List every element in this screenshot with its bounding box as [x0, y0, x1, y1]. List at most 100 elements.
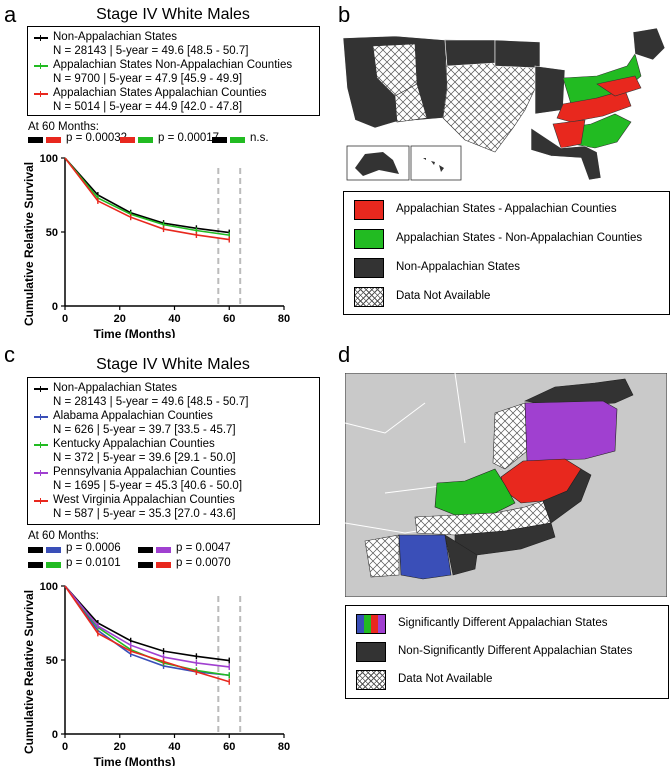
- legend-series-name: Pennsylvania Appalachian Counties: [53, 466, 236, 478]
- midwest-dark: [534, 65, 566, 115]
- appalachian-red-a: [556, 89, 632, 123]
- legend-swatch: [34, 414, 48, 420]
- legend-swatch: [34, 35, 48, 41]
- legend-series-stats: N = 626 | 5-year = 39.7 [33.5 - 45.7]: [53, 424, 236, 436]
- comparison-swatch: [28, 137, 43, 143]
- legend-series-stats: N = 28143 | 5-year = 49.6 [48.5 - 50.7]: [53, 396, 249, 408]
- x-tick-label: 0: [62, 313, 68, 325]
- y-tick-label: 50: [46, 227, 58, 239]
- comparison-swatch: [156, 547, 171, 553]
- hawaii-shape: [423, 158, 444, 172]
- series-line: [64, 157, 230, 234]
- legend-swatch: [34, 91, 48, 97]
- x-tick-label: 80: [278, 313, 290, 325]
- comparison-swatch: [46, 562, 61, 568]
- panel-c-comparisons: p = 0.0006 p = 0.0047 p = 0.0101 p = 0.0070: [28, 542, 328, 578]
- legend-series-stats: N = 9700 | 5-year = 47.9 [45.9 - 49.9]: [53, 73, 243, 85]
- comparison-pvalue: p = 0.00032: [66, 132, 128, 144]
- legend-series-stats: N = 587 | 5-year = 35.3 [27.0 - 43.6]: [53, 508, 236, 520]
- map-legend-swatch: [354, 229, 384, 249]
- legend-swatch: [34, 498, 48, 504]
- panel-a-comparisons: p = 0.00032 p = 0.00017 n.s.: [28, 132, 328, 150]
- y-tick-label: 50: [46, 655, 58, 667]
- map-b-legend: Appalachian States - Appalachian Countie…: [343, 191, 670, 315]
- y-tick-label: 0: [52, 729, 58, 741]
- map-legend-swatch: [354, 287, 384, 307]
- y-tick-label: 100: [40, 581, 58, 593]
- map-legend-label: Non-Significantly Different Appalachian …: [398, 645, 633, 657]
- legend-swatch: [34, 442, 48, 448]
- north-plains: [444, 39, 496, 67]
- map-legend-swatch: [354, 258, 384, 278]
- legend-series-stats: N = 372 | 5-year = 39.6 [29.1 - 50.0]: [53, 452, 236, 464]
- legend-swatch: [34, 470, 48, 476]
- kentucky-appalachian: [434, 468, 516, 516]
- series-line: [64, 585, 230, 677]
- x-tick-label: 80: [278, 741, 290, 753]
- panel-letter-d: d: [338, 342, 351, 367]
- comparison-swatch: [28, 562, 43, 568]
- x-axis-label: Time (Months): [94, 327, 176, 338]
- map-legend-swatch: [354, 200, 384, 220]
- x-tick-label: 40: [168, 741, 180, 753]
- legend-series-name: Appalachian States Non-Appalachian Count…: [53, 59, 293, 71]
- x-tick-label: 20: [114, 313, 126, 325]
- new-england: [632, 27, 666, 61]
- comparison-swatch: [46, 547, 61, 553]
- legend-series-name: Kentucky Appalachian Counties: [53, 438, 215, 450]
- alaska-shape: [355, 152, 399, 176]
- panel-a-title: Stage IV White Males: [96, 6, 250, 23]
- comparison-pvalue: p = 0.00017: [158, 132, 220, 144]
- x-tick-label: 40: [168, 313, 180, 325]
- map-d-legend: Significantly Different Appalachian Stat…: [345, 605, 669, 699]
- panel-a-chart: 0 20 40 60 80 0 50 100 Time (Months) Cumulative R…: [22, 153, 290, 338]
- comparison-swatch: [138, 562, 153, 568]
- y-tick-label: 100: [40, 153, 58, 165]
- series-line: [64, 585, 230, 668]
- panel-letter-b: b: [338, 2, 351, 27]
- mississippi-nodata: [364, 534, 400, 578]
- map-legend-label: Appalachian States - Appalachian Countie…: [396, 203, 617, 215]
- ohio-nodata: [492, 402, 528, 470]
- map-legend-label: Data Not Available: [398, 673, 493, 685]
- comparison-swatch: [138, 547, 153, 553]
- x-axis-label: Time (Months): [94, 755, 176, 766]
- map-legend-swatch: [356, 642, 386, 662]
- map-legend-label: Significantly Different Appalachian Stat…: [398, 617, 608, 629]
- upper-midwest: [494, 39, 541, 69]
- y-axis-label: Cumulative Relative Survival: [22, 162, 36, 326]
- comparison-pvalue: p = 0.0006: [66, 542, 121, 554]
- series-line: [64, 585, 230, 662]
- appalachian-red-c: [552, 119, 586, 149]
- us-map: [342, 27, 666, 181]
- alabama-appalachian: [398, 534, 452, 580]
- map-legend-label: Appalachian States - Non-Appalachian Cou…: [396, 232, 643, 244]
- series-line: [64, 157, 230, 241]
- series-line: [64, 585, 230, 683]
- legend-swatch: [34, 63, 48, 69]
- georgia-region: [444, 534, 478, 576]
- legend-swatch: [34, 386, 48, 392]
- comparison-swatch: [230, 137, 245, 143]
- legend-series-name: Alabama Appalachian Counties: [53, 410, 213, 422]
- comparison-pvalue: n.s.: [250, 132, 269, 144]
- series-line: [64, 585, 230, 677]
- panel-c-legend: Non-Appalachian States N = 28143 | 5-year…: [27, 377, 320, 525]
- hawaii-inset: [410, 145, 462, 181]
- map-legend-swatch: [356, 670, 386, 690]
- comparison-pvalue: p = 0.0070: [176, 557, 231, 569]
- panel-letter-c: c: [4, 342, 15, 367]
- panel-a-at60-label: At 60 Months:: [28, 121, 99, 133]
- comparison-swatch: [138, 137, 153, 143]
- y-tick-label: 0: [52, 301, 58, 313]
- comparison-swatch: [120, 137, 135, 143]
- map-legend-swatch: [356, 614, 386, 634]
- panel-c-chart: 0 20 40 60 80 0 50 100 Time (Months) Cumulative R…: [22, 581, 290, 766]
- legend-series-stats: N = 1695 | 5-year = 45.3 [40.6 - 50.0]: [53, 480, 243, 492]
- legend-series-stats: N = 28143 | 5-year = 49.6 [48.5 - 50.7]: [53, 45, 249, 57]
- panel-c-at60-label: At 60 Months:: [28, 530, 99, 542]
- pennsylvania-appalachian: [524, 400, 618, 462]
- x-tick-label: 20: [114, 741, 126, 753]
- comparison-pvalue: p = 0.0101: [66, 557, 121, 569]
- map-legend-label: Data Not Available: [396, 290, 491, 302]
